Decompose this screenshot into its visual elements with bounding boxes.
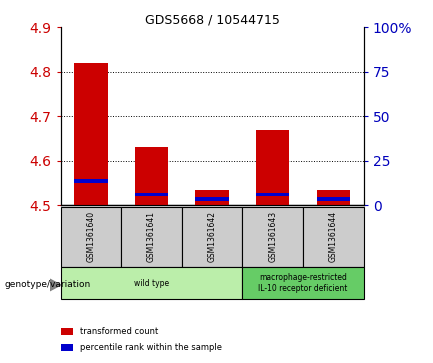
Text: wild type: wild type — [134, 279, 169, 287]
Bar — [196, 189, 229, 205]
Bar — [61, 207, 121, 267]
Text: GSM1361641: GSM1361641 — [147, 211, 156, 262]
Text: GSM1361643: GSM1361643 — [268, 211, 277, 262]
Bar — [74, 179, 107, 183]
Text: percentile rank within the sample: percentile rank within the sample — [80, 343, 222, 352]
Bar — [196, 197, 229, 201]
Bar — [61, 327, 73, 335]
Bar — [242, 207, 303, 267]
Text: genotype/variation: genotype/variation — [4, 281, 90, 289]
Bar — [317, 197, 350, 201]
Text: GSM1361640: GSM1361640 — [87, 211, 95, 262]
Bar — [74, 63, 107, 205]
Bar — [256, 130, 290, 205]
Bar — [242, 267, 364, 299]
Bar — [121, 207, 182, 267]
Text: GSM1361644: GSM1361644 — [329, 211, 338, 262]
Title: GDS5668 / 10544715: GDS5668 / 10544715 — [145, 13, 280, 26]
Text: macrophage-restricted
IL-10 receptor deficient: macrophage-restricted IL-10 receptor def… — [259, 273, 348, 293]
Bar — [303, 207, 364, 267]
Bar — [135, 193, 168, 196]
Bar — [135, 147, 168, 205]
Bar — [256, 193, 290, 196]
Bar — [182, 207, 242, 267]
Bar — [61, 344, 73, 351]
Polygon shape — [50, 279, 61, 291]
Text: transformed count: transformed count — [80, 327, 158, 336]
Bar — [61, 267, 242, 299]
Bar — [317, 189, 350, 205]
Text: GSM1361642: GSM1361642 — [208, 211, 216, 262]
